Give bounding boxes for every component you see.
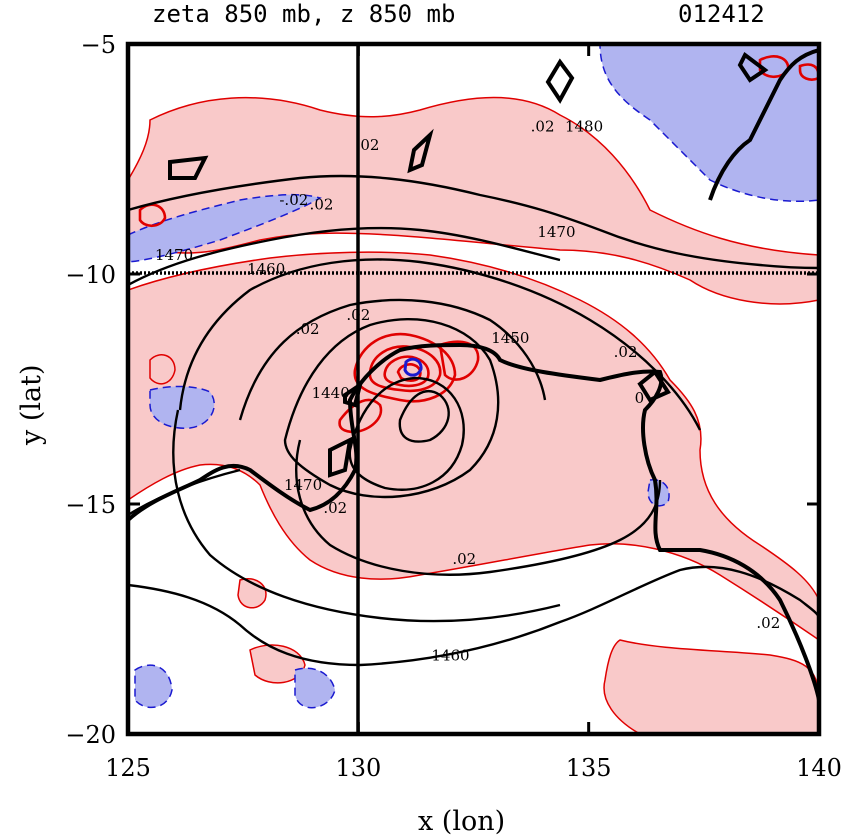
contour-label: .02 — [614, 343, 638, 361]
coastline — [128, 48, 819, 701]
contour-label: 1470 — [537, 223, 575, 241]
axes: 125 130 135 140 −5 −10 −15 −20 — [65, 31, 842, 782]
contour-label: 1460 — [247, 260, 285, 278]
vorticity-center-negative — [403, 357, 423, 377]
contour-label: .02 — [323, 499, 347, 517]
plot-frame — [125, 41, 822, 737]
crosshair — [128, 44, 819, 734]
contour-labels: 14801470147014601450144014701460.02.02-.… — [155, 117, 780, 664]
height-contours — [128, 174, 819, 667]
contour-label: .02 — [531, 117, 555, 135]
y-tick-label: −15 — [65, 491, 116, 519]
y-tick-label: −5 — [81, 31, 116, 59]
contour-label: .02 — [346, 306, 370, 324]
contour-layer: 14801470147014601450144014701460.02.02-.… — [128, 44, 819, 734]
contour-label: .02 — [356, 136, 380, 154]
contour-label: .02 — [452, 550, 476, 568]
contour-label: 1460 — [431, 646, 469, 664]
contour-label: .02 — [756, 614, 780, 632]
x-tick-label: 140 — [796, 754, 842, 782]
contour-label: 1470 — [284, 476, 322, 494]
positive-vorticity-fill — [128, 96, 819, 734]
x-tick-label: 130 — [335, 754, 381, 782]
chart-title: zeta 850 mb, z 850 mb — [152, 0, 455, 28]
contour-label: 1480 — [565, 117, 603, 135]
contour-label: 1470 — [155, 246, 193, 264]
contour-label: -.02 — [279, 191, 308, 209]
chart-timestamp: 012412 — [678, 0, 765, 28]
x-tick-label: 135 — [566, 754, 612, 782]
x-tick-label: 125 — [105, 754, 151, 782]
negative-vorticity-fill — [128, 44, 819, 709]
contour-label: .02 — [296, 320, 320, 338]
contour-label: 1440 — [312, 384, 350, 402]
y-axis-label: y (lat) — [16, 365, 47, 447]
contour-label: 1450 — [491, 329, 529, 347]
y-tick-label: −10 — [65, 261, 116, 289]
contour-label: 0 — [635, 389, 645, 407]
y-tick-label: −20 — [65, 721, 116, 749]
x-axis-label: x (lon) — [418, 806, 505, 837]
contour-label: .02 — [310, 196, 334, 214]
